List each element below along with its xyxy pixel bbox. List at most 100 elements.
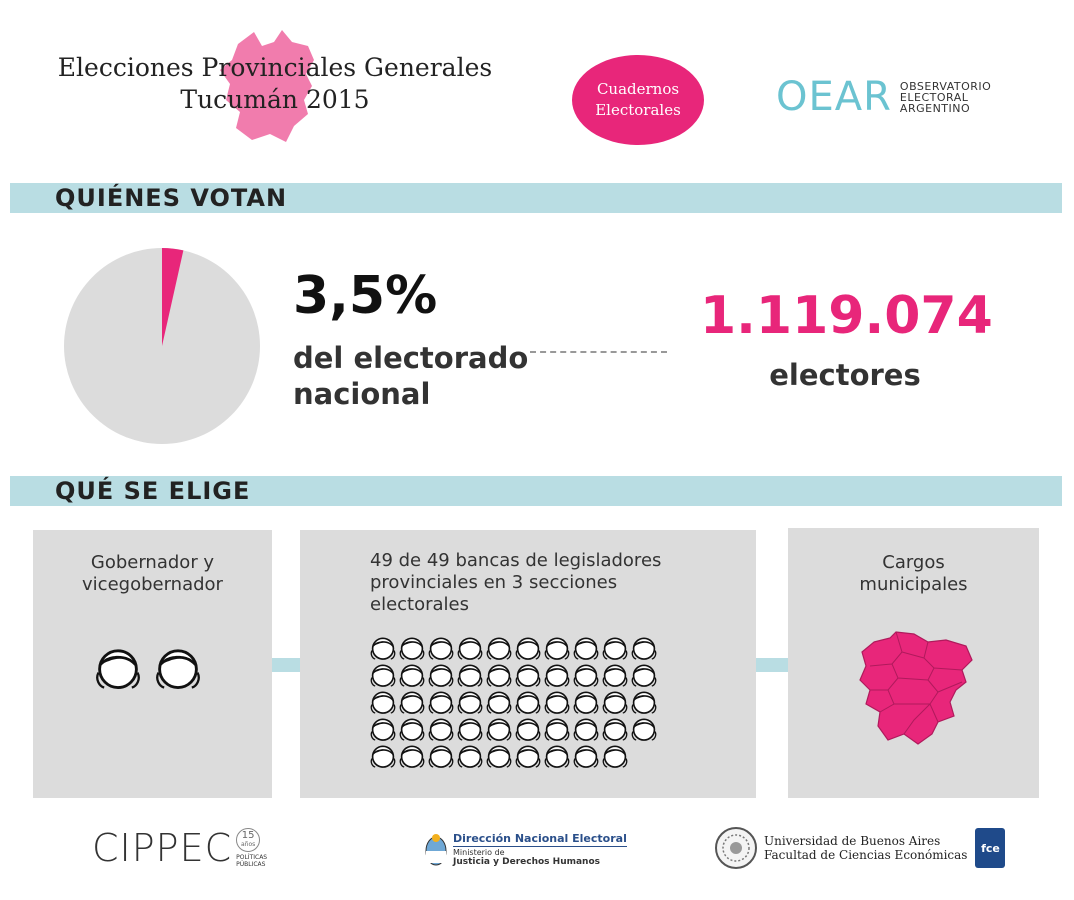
voters-section-title: QUIÉNES VOTAN bbox=[55, 184, 288, 212]
legislators-card: 49 de 49 bancas de legisladores provinci… bbox=[300, 530, 756, 798]
cippec-badge-number: 15 bbox=[241, 830, 255, 841]
legislator-face-icon bbox=[428, 664, 454, 687]
legislator-face-icon bbox=[631, 718, 657, 741]
percent-value: 3,5% bbox=[293, 266, 438, 326]
elected-section-band bbox=[10, 476, 1062, 506]
legislator-face-icon bbox=[457, 745, 483, 768]
legislators-faces bbox=[370, 635, 670, 770]
dine-logo: Dirección Nacional Electoral Ministerio … bbox=[425, 832, 627, 867]
dine-line-2: Ministerio de bbox=[453, 848, 505, 857]
cuadernos-badge: Cuadernos Electorales bbox=[572, 55, 704, 145]
cippec-logo-text: CIPPEC bbox=[92, 826, 233, 870]
oear-line-1: OBSERVATORIO bbox=[899, 79, 992, 93]
legislator-face-icon bbox=[602, 664, 628, 687]
cippec-sub-text: POLÍTICAS PÚBLICAS bbox=[236, 854, 267, 868]
legislator-face-icon bbox=[573, 637, 599, 660]
oear-logo: OEAR OBSERVATORIO ELECTORAL ARGENTINO bbox=[776, 72, 991, 122]
cippec-sub-1: POLÍTICAS bbox=[236, 854, 268, 861]
cippec-sub-2: PÚBLICAS bbox=[236, 861, 266, 868]
legislator-face-icon bbox=[573, 664, 599, 687]
governor-label-line-2: vicegobernador bbox=[82, 574, 223, 595]
cippec-15-badge: 15 años bbox=[236, 828, 261, 852]
oear-line-2: ELECTORAL bbox=[899, 90, 969, 104]
legislator-face-icon bbox=[486, 637, 512, 660]
governor-label-line-1: Gobernador y bbox=[90, 552, 215, 573]
electors-count: 1.119.074 bbox=[700, 286, 993, 346]
governor-face-icon bbox=[96, 649, 140, 689]
uba-text: Universidad de Buenos Aires Facultad de … bbox=[764, 834, 967, 862]
legislator-face-icon bbox=[428, 745, 454, 768]
legislator-face-icon bbox=[544, 637, 570, 660]
cippec-logo: CIPPEC 15 años POLÍTICAS PÚBLICAS bbox=[92, 826, 267, 870]
legislator-face-icon bbox=[602, 745, 628, 768]
municipal-card: Cargos municipales bbox=[788, 528, 1039, 798]
legislator-face-icon bbox=[399, 691, 425, 714]
connector-left bbox=[270, 658, 302, 672]
cippec-badge-sub: años bbox=[240, 841, 256, 848]
legislator-face-icon bbox=[544, 718, 570, 741]
dine-text: Dirección Nacional Electoral Ministerio … bbox=[453, 832, 627, 867]
legislator-face-icon bbox=[370, 637, 396, 660]
legislator-face-icon bbox=[399, 745, 425, 768]
legislator-face-icon bbox=[602, 718, 628, 741]
municipal-label: Cargos municipales bbox=[788, 552, 1039, 596]
page-title: Elecciones Provinciales Generales Tucumá… bbox=[40, 52, 510, 116]
legislators-label-line-2: provinciales en 3 secciones bbox=[370, 572, 618, 593]
uba-line-1: Universidad de Buenos Aires bbox=[764, 834, 941, 848]
uba-line-2: Facultad de Ciencias Económicas bbox=[764, 848, 968, 862]
argentina-shield-icon bbox=[425, 833, 447, 865]
percent-label-line-1: del electorado bbox=[293, 341, 529, 375]
municipal-label-line-2: municipales bbox=[859, 574, 968, 595]
uba-logo: Universidad de Buenos Aires Facultad de … bbox=[714, 826, 1006, 870]
municipal-label-line-1: Cargos bbox=[882, 552, 945, 573]
legislator-face-icon bbox=[573, 745, 599, 768]
fce-logo: fce bbox=[975, 828, 1006, 868]
legislator-face-icon bbox=[370, 718, 396, 741]
electors-label: electores bbox=[769, 358, 921, 392]
voters-section-band bbox=[10, 183, 1062, 213]
legislator-face-icon bbox=[515, 637, 541, 660]
legislator-face-icon bbox=[602, 637, 628, 660]
oear-line-3: ARGENTINO bbox=[899, 101, 971, 115]
legislator-face-icon bbox=[515, 664, 541, 687]
legislator-face-icon bbox=[573, 691, 599, 714]
legislator-face-icon bbox=[370, 664, 396, 687]
governor-card: Gobernador y vicegobernador bbox=[33, 530, 272, 798]
cippec-badge: 15 años POLÍTICAS PÚBLICAS bbox=[236, 828, 267, 868]
oear-logo-text: OBSERVATORIO ELECTORAL ARGENTINO bbox=[900, 81, 991, 114]
dine-line-3: Justicia y Derechos Humanos bbox=[453, 857, 600, 867]
legislator-face-icon bbox=[602, 691, 628, 714]
governor-faces bbox=[95, 645, 201, 691]
legislator-face-icon bbox=[457, 718, 483, 741]
legislator-face-icon bbox=[457, 691, 483, 714]
pill-line-2: Electorales bbox=[595, 101, 681, 119]
legislator-face-icon bbox=[631, 637, 657, 660]
percent-label-line-2: nacional bbox=[293, 377, 431, 411]
legislator-face-icon bbox=[631, 691, 657, 714]
legislator-face-icon bbox=[573, 718, 599, 741]
legislator-face-icon bbox=[515, 718, 541, 741]
legislator-face-icon bbox=[457, 637, 483, 660]
governor-face-icon bbox=[156, 649, 200, 689]
legislator-face-icon bbox=[399, 637, 425, 660]
tucuman-map-icon bbox=[220, 30, 314, 142]
legislator-face-icon bbox=[457, 664, 483, 687]
dine-title: Dirección Nacional Electoral bbox=[453, 832, 627, 847]
legislator-face-icon bbox=[544, 664, 570, 687]
legislator-face-icon bbox=[428, 718, 454, 741]
oear-logo-mark: OEAR bbox=[776, 74, 892, 120]
legislator-face-icon bbox=[486, 691, 512, 714]
legislator-face-icon bbox=[544, 691, 570, 714]
dashed-divider bbox=[530, 351, 667, 353]
uba-seal-icon bbox=[715, 827, 757, 869]
legislator-face-icon bbox=[486, 664, 512, 687]
elected-section-title: QUÉ SE ELIGE bbox=[55, 477, 251, 505]
legislator-face-icon bbox=[515, 691, 541, 714]
legislator-face-icon bbox=[370, 745, 396, 768]
legislator-face-icon bbox=[486, 745, 512, 768]
electorate-pie-chart bbox=[64, 248, 260, 444]
legislators-label: 49 de 49 bancas de legisladores provinci… bbox=[370, 550, 730, 616]
pill-line-1: Cuadernos bbox=[596, 80, 680, 98]
legislator-face-icon bbox=[428, 691, 454, 714]
legislator-face-icon bbox=[486, 718, 512, 741]
